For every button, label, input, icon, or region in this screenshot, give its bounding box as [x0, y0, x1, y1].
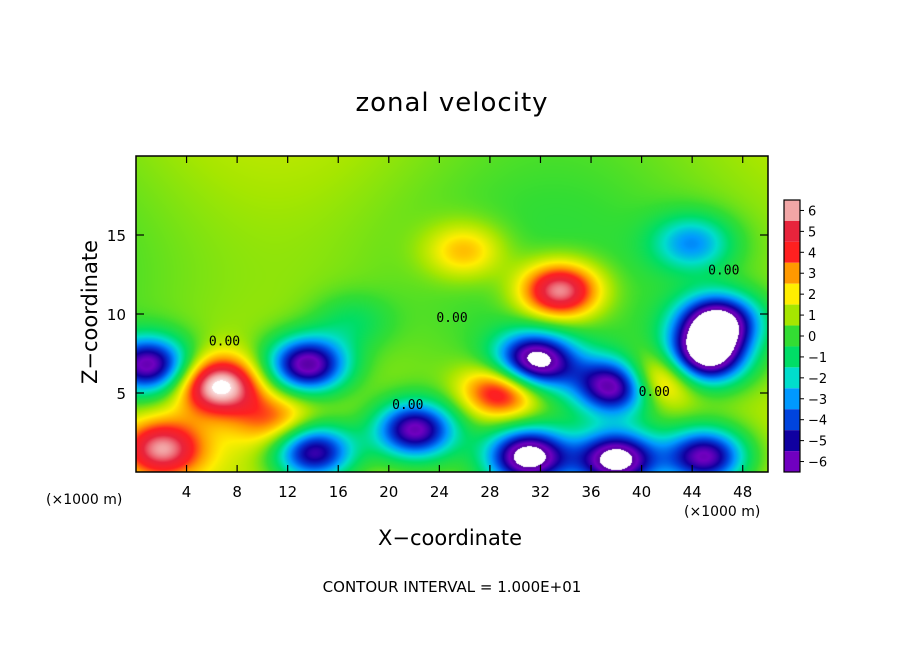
colorbar-swatch: [784, 220, 800, 242]
contour-label: 0.00: [639, 385, 670, 400]
colorbar-tick-label: 6: [808, 204, 816, 219]
y-tick-label: 10: [107, 306, 126, 324]
colorbar-tick-label: 3: [808, 267, 816, 282]
x-axis-unit-right: (×1000 m): [684, 504, 761, 520]
colorbar-swatch: [784, 451, 800, 472]
x-tick-label: 48: [733, 483, 752, 501]
x-tick-label: 32: [531, 483, 550, 501]
colorbar-tick-label: 0: [808, 330, 816, 345]
colorbar-tick-label: −1: [808, 351, 827, 366]
colorbar-tick-label: 5: [808, 225, 816, 240]
x-tick-label: 40: [632, 483, 651, 501]
y-axis-label: Z−coordinate: [78, 240, 102, 384]
x-tick-label: 4: [182, 483, 192, 501]
colorbar-tick-label: 4: [808, 246, 816, 261]
contour-label: 0.00: [708, 264, 739, 279]
x-tick-label: 12: [278, 483, 297, 501]
colorbar-swatch: [784, 346, 800, 368]
colorbar-swatch: [784, 262, 800, 284]
heatmap-field: [136, 156, 768, 472]
x-tick-label: 44: [683, 483, 702, 501]
colorbar-tick-label: −4: [808, 414, 827, 429]
x-tick-label: 20: [379, 483, 398, 501]
y-tick-label: 15: [107, 227, 126, 245]
colorbar-swatch: [784, 430, 800, 452]
colorbar-swatch: [784, 409, 800, 431]
colorbar-tick-label: −5: [808, 435, 827, 450]
colorbar-frame: [783, 199, 801, 473]
x-tick-label: 8: [232, 483, 242, 501]
contour-label: 0.00: [209, 335, 240, 350]
contour-label: 0.00: [436, 311, 467, 326]
colorbar-swatch: [784, 283, 800, 305]
colorbar-tick-label: 2: [808, 288, 816, 303]
colorbar-swatch: [784, 367, 800, 389]
colorbar-swatch: [784, 241, 800, 263]
colorbar-swatch: [784, 388, 800, 410]
x-tick-label: 28: [480, 483, 499, 501]
colorbar-swatch: [784, 325, 800, 347]
colorbar-tick-label: −2: [808, 372, 827, 387]
colorbar-swatch: [784, 304, 800, 326]
y-tick-label: 5: [116, 385, 126, 403]
contour-label: 0.00: [392, 398, 423, 413]
x-tick-label: 24: [430, 483, 449, 501]
colorbar-tick-label: −3: [808, 393, 827, 408]
chart-title: zonal velocity: [355, 88, 549, 118]
contour-interval-note: CONTOUR INTERVAL = 1.000E+01: [322, 578, 582, 596]
x-tick-label: 16: [329, 483, 348, 501]
colorbar-tick-label: −6: [808, 456, 827, 471]
x-axis-label: X−coordinate: [378, 526, 522, 550]
colorbar-swatch: [784, 200, 800, 221]
x-tick-label: 36: [581, 483, 600, 501]
colorbar-tick-label: 1: [808, 309, 816, 324]
x-axis-unit-left: (×1000 m): [46, 492, 123, 508]
